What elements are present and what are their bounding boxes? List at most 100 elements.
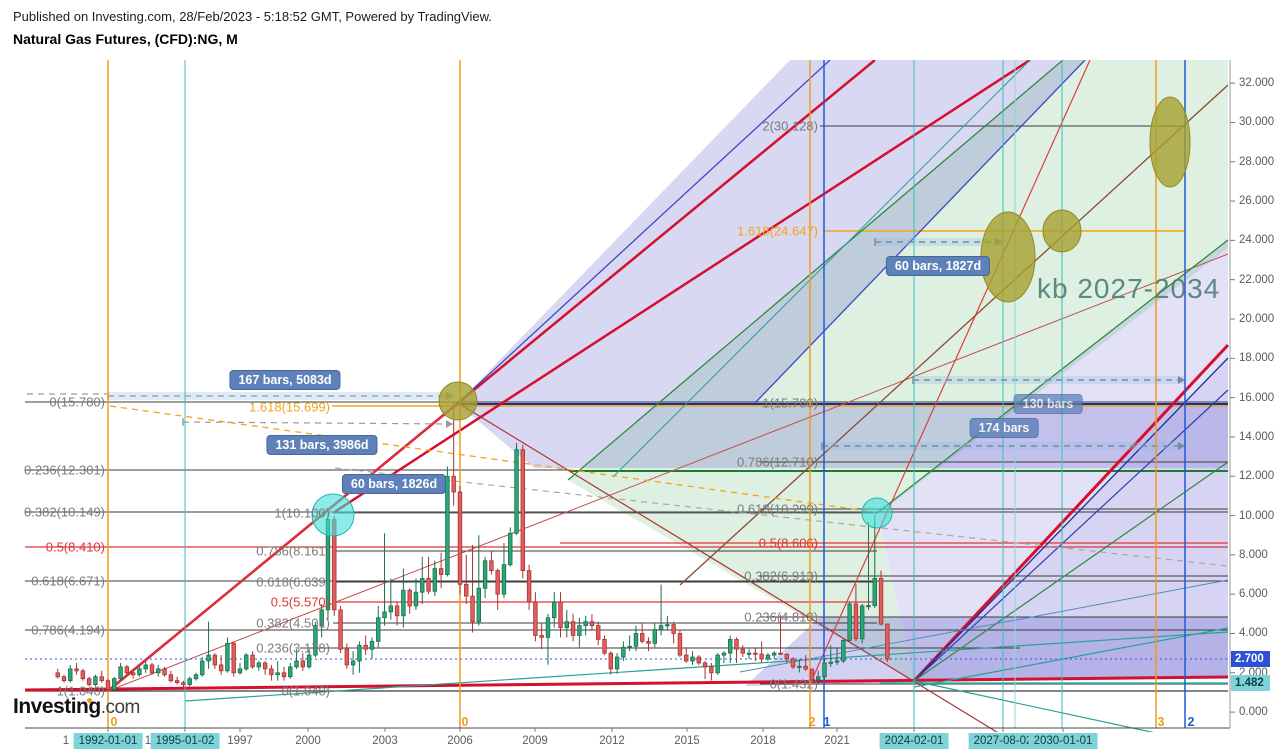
candle-body [822, 662, 827, 678]
candle-body [841, 639, 846, 662]
candle-body [501, 564, 507, 595]
fib-level-label: 0.5(5.570) [270, 594, 330, 610]
candle-body [526, 570, 532, 603]
candle-body [589, 621, 595, 627]
current-price-badge[interactable]: 2.700 [1231, 651, 1270, 668]
candle-body [281, 672, 287, 678]
candle-body [162, 668, 167, 676]
candle-body [709, 666, 714, 674]
candle-body [564, 621, 570, 628]
wave-count-marker: 0 [110, 715, 118, 729]
candle-body [583, 621, 588, 627]
trend-line [809, 60, 1091, 685]
candle-body [759, 653, 764, 660]
candle-body [288, 666, 293, 678]
measure-arrowhead [1178, 376, 1185, 384]
candle-body [577, 625, 582, 636]
logo-suffix: .com [100, 697, 141, 718]
price-tick-label: 20.000 [1239, 313, 1275, 325]
wave-count-marker: 2 [808, 715, 816, 729]
candle-body [401, 589, 406, 617]
candle-body [225, 642, 230, 672]
candle-body [369, 640, 375, 650]
fib-level-label: 0.5(8.410) [45, 539, 105, 555]
candle-body [790, 658, 796, 668]
candle-body [570, 621, 576, 636]
candle-body [124, 666, 130, 674]
candle-body [778, 652, 783, 655]
trend-line [457, 60, 831, 404]
candle-body [407, 589, 412, 607]
candle-body [200, 660, 205, 676]
candle-body [489, 560, 494, 571]
trend-line [107, 402, 459, 692]
time-tick-label: 2018 [750, 735, 776, 747]
candle-body [61, 676, 67, 682]
measure-badge: 130 bars [1013, 394, 1083, 414]
candle-body [684, 654, 689, 662]
price-tick-label: 14.000 [1239, 430, 1275, 443]
price-tick-label: 18.000 [1239, 352, 1275, 365]
fib-level-label: 0.382(6.913) [744, 568, 818, 584]
time-date-badge[interactable]: 2030-01-01 [1028, 733, 1098, 749]
candle-body [728, 638, 733, 654]
channel-fill [877, 240, 1228, 681]
fib-level-label: 0.236(3.178) [256, 640, 330, 656]
highlight-ellipse [1149, 96, 1191, 188]
trend-line [612, 60, 1031, 478]
candle-body [834, 660, 840, 663]
candle-body [313, 625, 318, 656]
candle-body [269, 668, 274, 676]
candle-body [797, 665, 802, 668]
fib-level-label: 0(1.040) [281, 683, 330, 699]
time-date-badge[interactable]: 2027-08-02 [968, 733, 1038, 749]
measure-band [875, 238, 1002, 246]
candle-body [344, 648, 350, 666]
candle-body [514, 449, 519, 534]
fib-level-label: 0.618(6.639) [256, 574, 330, 590]
measure-badge: 174 bars [969, 418, 1039, 438]
highlight-ellipse [438, 381, 478, 421]
secondary-price-badge[interactable]: 1.482 [1231, 674, 1270, 691]
candle-body [181, 682, 186, 685]
candle-body [552, 601, 557, 619]
candle-body [457, 491, 463, 585]
fib-level-label: 1(15.780) [762, 395, 818, 411]
candle-body [614, 656, 620, 670]
measure-arrowhead [1178, 442, 1185, 450]
measure-dashed-line [182, 421, 454, 425]
candle-body [853, 603, 859, 640]
candle-body [212, 654, 218, 666]
time-date-badge[interactable]: 1992-01-01 [73, 733, 143, 749]
price-tick-label: 30.000 [1239, 116, 1275, 129]
candle-body [677, 633, 683, 656]
candle-body [860, 605, 865, 640]
candle-body [702, 662, 708, 668]
candle-body [545, 617, 551, 638]
candle-body [633, 633, 639, 647]
wave-count-marker: 1 [823, 715, 831, 729]
candle-body [350, 660, 356, 666]
candle-body [847, 603, 852, 641]
candle-body [445, 475, 450, 575]
time-tick-fragment: 1 [144, 735, 152, 747]
time-date-badge[interactable]: 2024-02-01 [879, 733, 949, 749]
candle-body [237, 668, 243, 674]
measure-dashed-line [334, 467, 1229, 567]
trend-line [25, 675, 1229, 692]
candle-body [508, 532, 513, 566]
candle-body [828, 661, 833, 664]
fib-level-label: 2(30.128) [762, 118, 818, 134]
candle-body [640, 633, 645, 642]
candle-body [596, 625, 601, 640]
candle-body [376, 617, 381, 642]
highlight-ellipse [861, 497, 893, 529]
candle-body [451, 475, 456, 493]
candle-body [218, 664, 224, 672]
candle-body [187, 678, 192, 685]
investing-logo[interactable]: Investing.com [13, 695, 140, 719]
candle-body [652, 629, 657, 644]
time-date-badge[interactable]: 1995-01-02 [150, 733, 220, 749]
fib-level-label: 1.618(24.647) [737, 223, 818, 239]
